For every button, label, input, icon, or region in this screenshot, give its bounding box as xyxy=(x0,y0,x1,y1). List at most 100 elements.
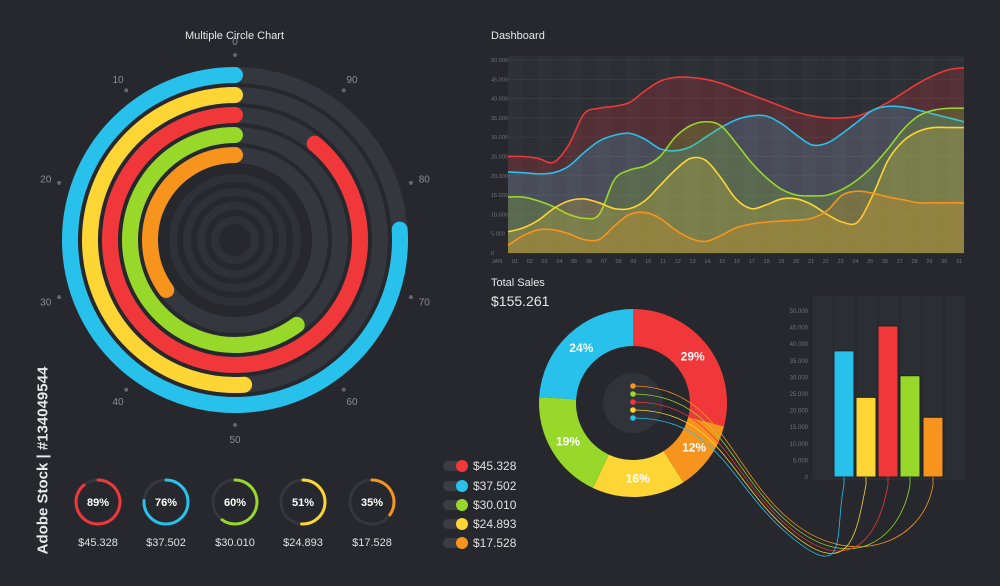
area-column-band xyxy=(861,56,876,253)
area-line-green xyxy=(507,107,965,220)
legend-item-blue[interactable]: $37.502 xyxy=(443,479,516,493)
dashboard-title: Dashboard xyxy=(491,30,545,42)
bar-red xyxy=(877,325,899,478)
legend-value: $45.328 xyxy=(473,459,517,473)
area-x-tick: 02 xyxy=(527,259,533,265)
scale-label: 20 xyxy=(40,175,52,186)
legend-dot xyxy=(456,537,468,549)
connector-line-green xyxy=(632,393,911,550)
scale-dot xyxy=(233,53,237,57)
legend-toggle[interactable] xyxy=(443,460,468,472)
bar-y-tick: 10.000 xyxy=(790,442,809,448)
connector-line-red xyxy=(632,401,889,552)
area-line-orange xyxy=(507,190,964,246)
legend-value: $24.893 xyxy=(473,517,517,531)
area-x-tick: 13 xyxy=(690,259,696,265)
scale-label: 90 xyxy=(346,75,358,86)
area-x-tick: 31 xyxy=(956,259,962,265)
legend-toggle[interactable] xyxy=(443,518,468,530)
area-column-band xyxy=(566,56,582,253)
area-x-tick: 06 xyxy=(586,259,592,265)
mini-donut-arc-orange xyxy=(370,478,396,517)
area-line-blue xyxy=(507,105,965,175)
bar-y-tick: 0 xyxy=(805,475,809,481)
bar-orange xyxy=(922,416,944,478)
bar-y-tick: 50.000 xyxy=(790,309,809,315)
ring-arc-orange xyxy=(142,147,243,298)
area-x-tick: 07 xyxy=(601,259,607,265)
area-y-tick: 20.000 xyxy=(491,174,508,180)
bar-y-tick: 15.000 xyxy=(790,425,809,431)
area-x-tick: 24 xyxy=(852,259,858,265)
connector-line-orange xyxy=(632,385,934,547)
watermark-id: Adobe Stock | #134049544 xyxy=(34,366,52,555)
area-x-tick: 28 xyxy=(912,259,918,265)
connector-line-blue xyxy=(632,417,845,557)
scale-label: 50 xyxy=(229,435,241,446)
mini-donut-percent: 35% xyxy=(361,497,383,509)
mini-donut-value: $30.010 xyxy=(215,537,255,549)
inner-decor-ring xyxy=(197,202,273,278)
legend-value: $37.502 xyxy=(473,479,517,493)
area-x-tick: 12 xyxy=(675,259,681,265)
area-y-tick: 15.000 xyxy=(491,193,508,199)
bar-y-tick: 5.000 xyxy=(793,458,809,464)
mini-donut-value: $45.328 xyxy=(78,537,118,549)
legend-toggle[interactable] xyxy=(443,537,468,549)
mini-donut-arc-yellow xyxy=(300,478,327,526)
legend-toggle[interactable] xyxy=(443,480,468,492)
area-x-tick: 22 xyxy=(823,259,829,265)
donut-slice-blue xyxy=(539,309,633,400)
area-y-tick: 50.000 xyxy=(491,58,508,64)
scale-dot xyxy=(57,295,62,300)
area-x-tick: 25 xyxy=(867,259,873,265)
area-x-tick: 03 xyxy=(542,259,548,265)
area-x-tick: 18 xyxy=(764,259,770,265)
legend-item-yellow[interactable]: $24.893 xyxy=(443,517,516,531)
donut-slice-label: 29% xyxy=(681,350,705,364)
scale-dot xyxy=(233,423,237,427)
ring-arc-green xyxy=(122,127,305,353)
mini-donut-arc-green xyxy=(220,478,259,526)
area-x-tick: 09 xyxy=(630,259,636,265)
area-y-tick: 35.000 xyxy=(491,116,508,122)
donut-slice-yellow xyxy=(592,451,684,498)
legend-value: $17.528 xyxy=(473,536,517,550)
area-column-band xyxy=(713,56,729,253)
donut-dot-blue xyxy=(630,415,636,421)
area-column-band xyxy=(684,56,700,253)
bar-y-tick: 20.000 xyxy=(790,409,809,415)
area-x-tick: 17 xyxy=(749,259,755,265)
scale-dot xyxy=(124,387,129,392)
area-fill-red xyxy=(508,67,964,253)
scale-dot xyxy=(341,88,346,93)
area-column-band xyxy=(890,56,906,253)
area-y-tick: 45.000 xyxy=(491,77,508,83)
donut-slice-orange xyxy=(663,417,725,483)
donut-dot-yellow xyxy=(630,407,636,413)
area-x-tick: 15 xyxy=(719,259,725,265)
scale-label: 40 xyxy=(112,397,124,408)
legend-toggle[interactable] xyxy=(443,499,468,511)
area-fill-orange xyxy=(508,191,964,253)
legend-item-orange[interactable]: $17.528 xyxy=(443,536,516,550)
area-fill-blue xyxy=(508,106,964,253)
bar-y-tick: 30.000 xyxy=(790,375,809,381)
area-fill-green xyxy=(508,108,964,253)
area-x-tick: JAN xyxy=(492,259,502,265)
area-y-tick: 30.000 xyxy=(491,135,508,141)
area-x-tick: 30 xyxy=(941,259,947,265)
area-x-tick: 11 xyxy=(660,259,666,265)
area-x-tick: 14 xyxy=(704,259,710,265)
area-x-tick: 01 xyxy=(512,259,518,265)
legend-item-red[interactable]: $45.328 xyxy=(443,459,516,473)
bar-y-tick: 35.000 xyxy=(790,359,809,365)
area-x-tick: 19 xyxy=(778,259,784,265)
mini-donut-arc-blue xyxy=(142,478,190,526)
area-y-tick: 10.000 xyxy=(491,212,508,218)
mini-donut-value: $37.502 xyxy=(146,537,186,549)
area-column-band xyxy=(949,56,964,253)
area-x-tick: 27 xyxy=(897,259,903,265)
legend-item-green[interactable]: $30.010 xyxy=(443,498,516,512)
